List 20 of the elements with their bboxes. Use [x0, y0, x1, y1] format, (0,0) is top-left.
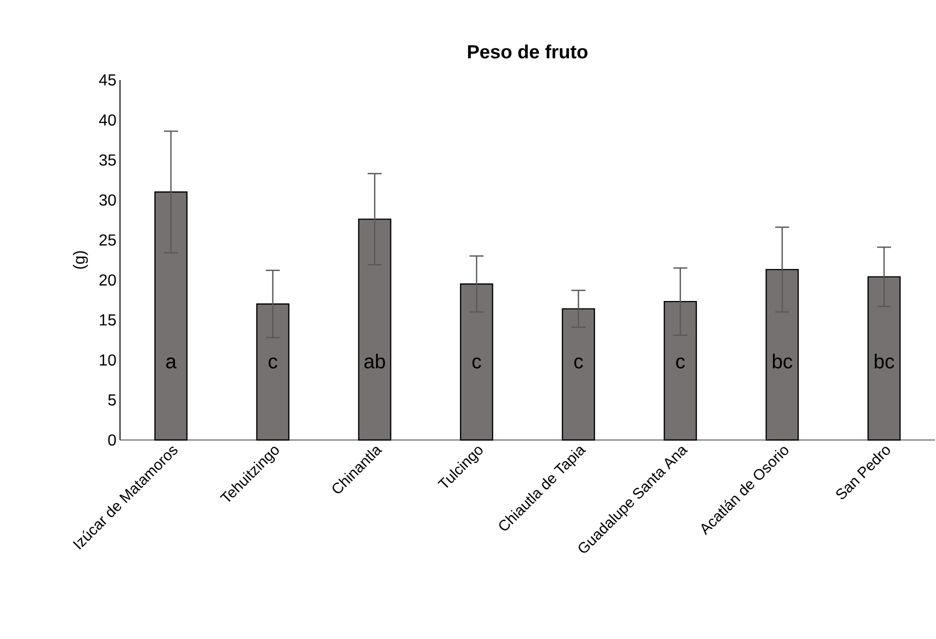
y-tick-label: 5 [108, 394, 116, 406]
data-label: c [268, 358, 278, 368]
data-label: bc [772, 354, 792, 368]
y-tick-label: 30 [99, 194, 116, 206]
y-tick-label: 35 [99, 154, 116, 166]
data-label: a [166, 358, 177, 368]
data-label: bc [874, 354, 894, 368]
data-label: c [676, 358, 685, 368]
y-tick-label: 15 [100, 314, 116, 326]
data-label: c [472, 358, 482, 368]
y-tick-label: 25 [100, 234, 116, 246]
data-label: ab [364, 354, 385, 368]
y-tick-label: 20 [100, 274, 116, 286]
y-tick-label: 40 [99, 114, 116, 126]
data-label: c [574, 358, 583, 368]
y-tick-label: 45 [99, 74, 116, 86]
y-axis-title: (g) [72, 251, 88, 269]
y-tick-label: 10 [100, 354, 116, 366]
chart-title: Peso de fruto [468, 44, 588, 58]
y-tick-label: 0 [108, 434, 116, 446]
